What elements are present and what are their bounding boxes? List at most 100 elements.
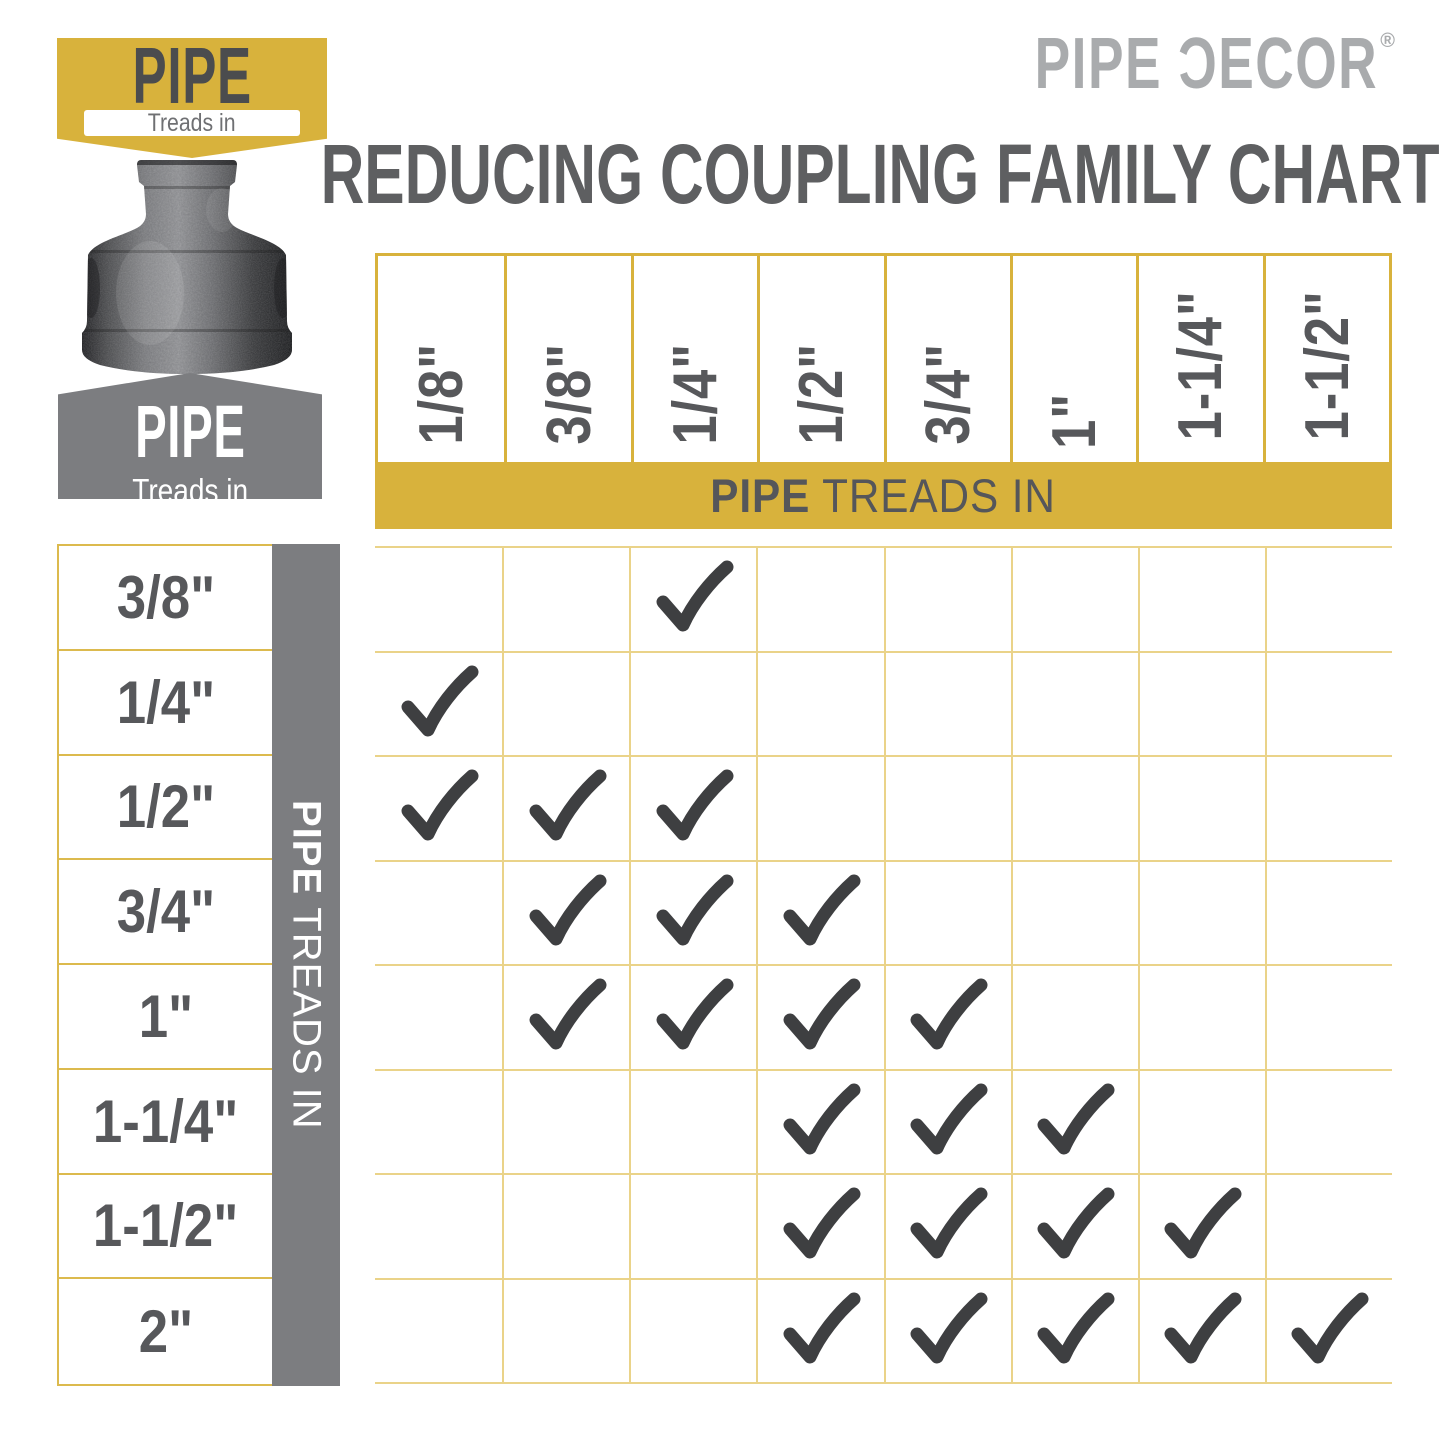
check-icon — [529, 978, 607, 1050]
matrix-cell-2"-x-1/4" — [629, 1277, 757, 1382]
matrix-cell-2"-x-1/2" — [756, 1277, 884, 1382]
matrix-cell-1"-x-1/4" — [629, 964, 757, 1069]
column-header-label: 1/4" — [660, 343, 730, 446]
matrix-cell-1-1/2"-x-3/4" — [883, 1173, 1011, 1278]
row-header-label: 2" — [138, 1298, 193, 1366]
matrix-cell-1/4"-x-1-1/4" — [1137, 650, 1265, 755]
check-icon — [656, 769, 734, 841]
brand-logo-text: PIPE ƆECOR — [1034, 24, 1379, 104]
matrix-cell-3/8"-x-1-1/4" — [1137, 546, 1265, 651]
check-icon — [783, 1187, 861, 1259]
check-icon — [656, 978, 734, 1050]
check-icon — [529, 874, 607, 946]
matrix-cell-1/2"-x-3/8" — [502, 755, 630, 860]
matrix-cell-1/4"-x-1/8" — [375, 650, 503, 756]
matrix-cell-1-1/2"-x-1/8" — [375, 1173, 503, 1278]
column-header-label: 3/8" — [534, 343, 604, 446]
column-header-8: 1-1/2" — [1262, 256, 1389, 462]
matrix-cell-3/4"-x-1-1/2" — [1264, 859, 1392, 964]
check-icon — [656, 874, 734, 946]
row-header-label: 1-1/2" — [92, 1192, 239, 1260]
matrix-cell-3/8"-x-1" — [1010, 546, 1138, 651]
matrix-cell-1/2"-x-1-1/4" — [1137, 755, 1265, 860]
pipe-treads-in-top-badge: PIPE Treads in — [57, 38, 327, 158]
check-icon — [783, 874, 861, 946]
matrix-cell-3/4"-x-3/8" — [502, 859, 630, 964]
matrix-cell-1/2"-x-1-1/2" — [1264, 755, 1392, 860]
row-header-3: 1/2" — [59, 756, 272, 861]
matrix-cell-1-1/2"-x-1-1/2" — [1264, 1173, 1392, 1278]
matrix-cell-3/8"-x-1/2" — [756, 546, 884, 651]
column-headers: 1/8" 3/8" 1/4" 1/2" 3/4" 1" 1-1/4" 1-1/2" — [375, 253, 1392, 462]
column-header-5: 3/4" — [883, 256, 1010, 462]
matrix-cell-3/4"-x-1/2" — [756, 859, 884, 964]
row-headers: 3/8" 1/4" 1/2" 3/4" 1" 1-1/4" 1-1/2" 2" — [57, 544, 272, 1386]
page-title-text: REDUCING COUPLING FAMILY CHART — [320, 127, 1440, 221]
column-header-3: 1/4" — [630, 256, 757, 462]
matrix-cell-1-1/4"-x-1/4" — [629, 1068, 757, 1173]
row-header-label: 1/2" — [116, 773, 215, 841]
check-icon — [910, 1292, 988, 1364]
badge-bottom-word: PIPE — [134, 390, 246, 473]
matrix-cell-1"-x-1-1/2" — [1264, 964, 1392, 1069]
matrix-cell-1/4"-x-3/4" — [883, 650, 1011, 755]
columns-axis-band: PIPE TREADS IN — [375, 462, 1392, 529]
check-icon — [1037, 1292, 1115, 1364]
matrix-cell-1/2"-x-1/4" — [629, 755, 757, 860]
matrix-cell-1-1/4"-x-3/8" — [502, 1068, 630, 1173]
matrix-cell-1/2"-x-3/4" — [883, 755, 1011, 860]
column-header-label: 3/4" — [913, 343, 983, 446]
check-icon — [783, 978, 861, 1050]
column-header-6: 1" — [1009, 256, 1136, 462]
columns-axis-label-bold: PIPE — [710, 469, 811, 522]
brand-logo: PIPE ƆECOR ® — [860, 28, 1395, 100]
rows-axis-label: PIPE TREADS IN — [284, 800, 329, 1130]
column-header-4: 1/2" — [757, 256, 883, 462]
matrix-cell-1-1/2"-x-1" — [1010, 1173, 1138, 1278]
row-header-5: 1" — [59, 965, 272, 1070]
badge-bottom-sub-label: Treads in — [132, 472, 248, 509]
columns-axis-label-rest: TREADS IN — [822, 469, 1057, 522]
matrix-cell-1/4"-x-1/2" — [756, 650, 884, 755]
matrix-cell-1"-x-3/4" — [883, 964, 1011, 1069]
column-header-7: 1-1/4" — [1136, 256, 1262, 462]
rows-axis-label-rest: TREADS IN — [284, 907, 329, 1130]
check-icon — [529, 769, 607, 841]
matrix-cell-1"-x-1/2" — [756, 964, 884, 1069]
column-header-2: 3/8" — [504, 256, 630, 462]
matrix-cell-1-1/4"-x-1-1/2" — [1264, 1068, 1392, 1173]
matrix-cell-1-1/4"-x-1" — [1010, 1068, 1138, 1173]
matrix-cell-1-1/4"-x-1-1/4" — [1137, 1068, 1265, 1173]
badge-top-sub-band: Treads in — [84, 109, 300, 137]
registered-trademark-icon: ® — [1380, 30, 1395, 52]
column-header-label: 1-1/2" — [1292, 290, 1362, 441]
check-icon — [656, 560, 734, 632]
matrix-cell-2"-x-1-1/2" — [1264, 1277, 1392, 1382]
matrix-cell-1/4"-x-1-1/2" — [1264, 650, 1392, 755]
row-header-8: 2" — [59, 1279, 272, 1384]
check-icon — [1164, 1187, 1242, 1259]
matrix-cell-1"-x-1" — [1010, 964, 1138, 1069]
matrix-cell-1"-x-3/8" — [502, 964, 630, 1069]
row-header-1: 3/8" — [59, 546, 272, 651]
page-title: REDUCING COUPLING FAMILY CHART — [321, 132, 1440, 216]
column-header-label: 1" — [1040, 393, 1110, 450]
column-header-1: 1/8" — [378, 256, 504, 462]
matrix-cell-3/8"-x-1-1/2" — [1264, 546, 1392, 651]
row-header-label: 1/4" — [116, 668, 215, 736]
column-header-label: 1-1/4" — [1166, 290, 1236, 441]
matrix-cell-3/4"-x-1-1/4" — [1137, 859, 1265, 964]
matrix-cell-1-1/2"-x-1-1/4" — [1137, 1173, 1265, 1278]
matrix-cell-3/8"-x-3/8" — [502, 546, 630, 651]
compatibility-matrix — [375, 546, 1392, 1384]
row-header-7: 1-1/2" — [59, 1175, 272, 1280]
matrix-cell-1-1/2"-x-1/4" — [629, 1173, 757, 1278]
row-header-label: 3/4" — [116, 878, 215, 946]
matrix-cell-1-1/2"-x-3/8" — [502, 1173, 630, 1278]
check-icon — [783, 1292, 861, 1364]
check-icon — [1291, 1292, 1369, 1364]
matrix-cell-1-1/4"-x-1/2" — [756, 1068, 884, 1173]
matrix-cell-2"-x-1-1/4" — [1137, 1277, 1265, 1382]
check-icon — [1037, 1083, 1115, 1155]
